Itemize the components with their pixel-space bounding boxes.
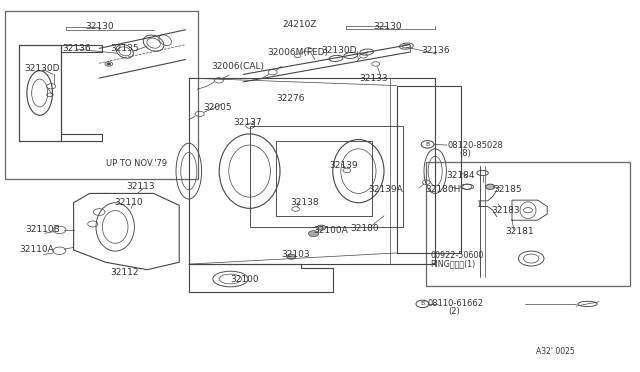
Bar [250,126,403,227]
Circle shape [287,254,296,259]
Text: 32113: 32113 [127,182,156,191]
Text: 00922-50600: 00922-50600 [431,251,484,260]
Bar [426,162,630,286]
Text: 32006(CAL): 32006(CAL) [211,62,264,71]
Text: (2): (2) [448,307,460,316]
Text: 32110B: 32110B [26,225,60,234]
Text: 32180H: 32180H [426,185,461,194]
Text: 32181: 32181 [506,227,534,236]
Text: 32135: 32135 [111,44,139,53]
Text: 32137: 32137 [234,118,262,126]
Text: 32112: 32112 [110,268,139,277]
Text: A32' 0025: A32' 0025 [536,347,575,356]
Text: 32110A: 32110A [19,246,54,254]
Text: 32183: 32183 [492,206,520,215]
Text: 32276: 32276 [276,94,305,103]
Bar [5,11,198,179]
Text: 32184: 32184 [447,171,476,180]
Text: 32005: 32005 [204,103,232,112]
Text: 08120-85028: 08120-85028 [448,141,504,150]
Text: 32136: 32136 [63,44,91,53]
Text: UP TO NOV.'79: UP TO NOV.'79 [106,159,167,168]
Text: 32139: 32139 [330,161,358,170]
Circle shape [486,184,495,189]
Text: 32138: 32138 [290,198,319,207]
Text: B: B [420,301,424,307]
Bar [276,141,372,216]
Text: 32139A: 32139A [368,185,403,194]
Text: 32185: 32185 [493,185,522,194]
Circle shape [317,225,326,230]
Text: 32133: 32133 [360,74,388,83]
Text: 32103: 32103 [282,250,310,259]
Text: 32100: 32100 [230,275,259,283]
Text: 32130D: 32130D [321,46,357,55]
Text: 32110: 32110 [114,198,143,207]
Circle shape [308,231,319,237]
Text: 08110-61662: 08110-61662 [428,299,484,308]
Text: 32180: 32180 [351,224,380,232]
Text: 32136: 32136 [421,46,449,55]
Text: B: B [426,142,429,147]
Text: 24210Z: 24210Z [282,20,317,29]
Text: 32130: 32130 [85,22,113,31]
Text: 32130D: 32130D [24,64,60,73]
Text: 32130: 32130 [373,22,401,31]
Circle shape [107,63,111,65]
Text: 32100A: 32100A [314,226,348,235]
Text: 32006M(FED): 32006M(FED) [268,48,328,57]
Text: (8): (8) [460,149,472,158]
Text: RINGリング(1): RINGリング(1) [431,259,476,268]
